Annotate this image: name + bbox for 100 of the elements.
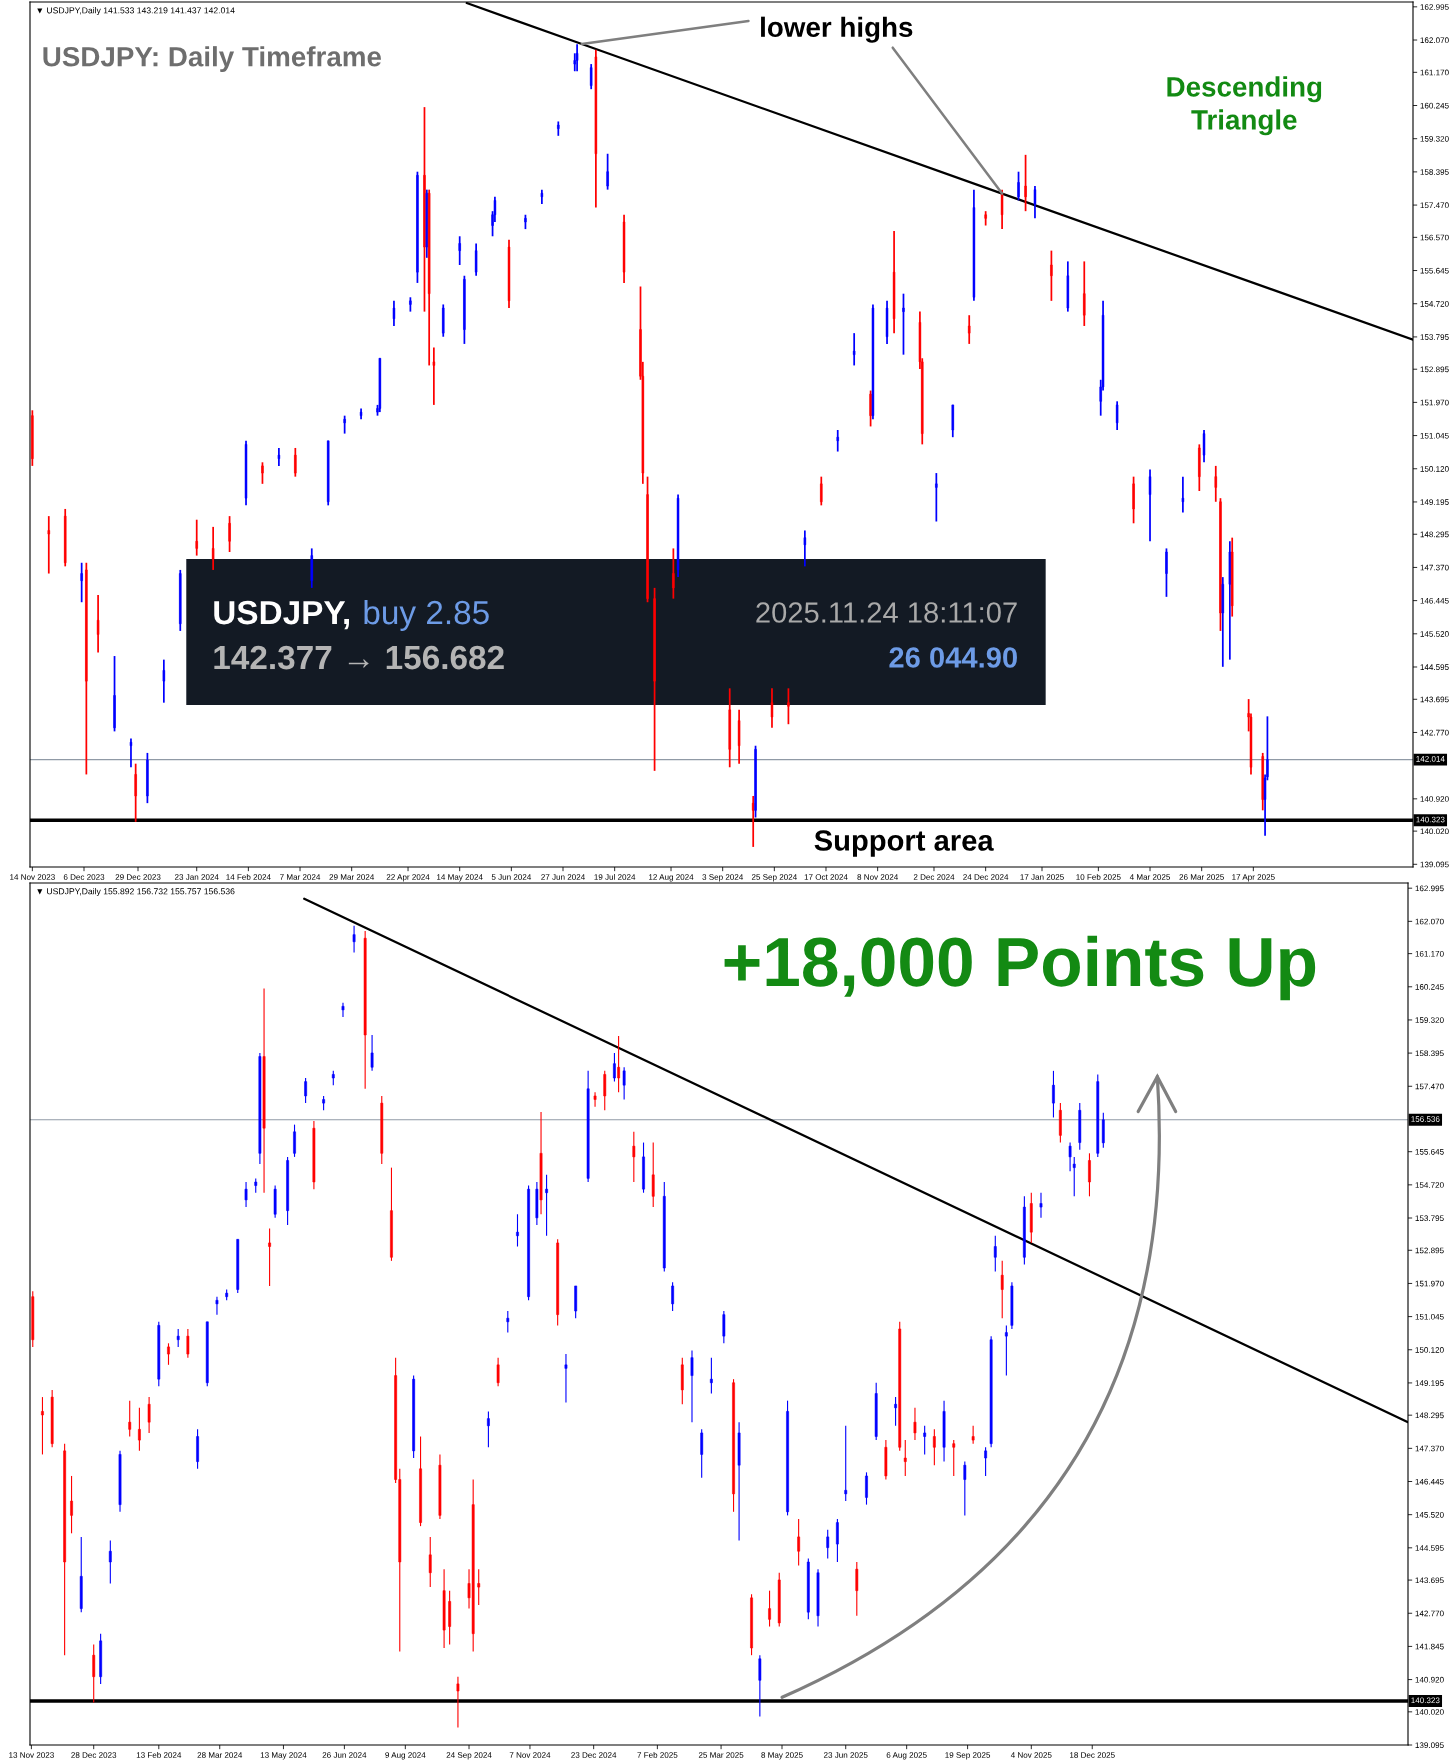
y-tick-label: 147.370: [1415, 1445, 1444, 1452]
candlestick: [162, 658, 166, 704]
x-tick-label: 24 Dec 2024: [963, 874, 1009, 880]
candlestick: [496, 1357, 500, 1387]
y-tick-label: 148.295: [1415, 1412, 1444, 1419]
candlestick: [902, 292, 905, 356]
candlestick: [1198, 443, 1201, 492]
x-tick-label: 9 Aug 2024: [385, 1752, 426, 1760]
candlestick: [984, 1446, 987, 1477]
y-tick-label: 143.695: [1415, 1577, 1444, 1584]
candlestick: [458, 235, 461, 266]
candlestick: [651, 1141, 655, 1208]
candlestick: [952, 1439, 956, 1477]
candlestick: [92, 1643, 96, 1704]
candlestick: [768, 1590, 771, 1628]
candlestick: [826, 1529, 830, 1559]
y-tick-label: 155.645: [1415, 1148, 1444, 1155]
candlestick: [195, 518, 198, 557]
candlestick: [1202, 429, 1206, 464]
candlestick: [903, 1439, 907, 1477]
candlestick: [758, 1654, 762, 1718]
y-tick-label: 162.070: [1415, 918, 1444, 925]
y-tick-label: 150.120: [1420, 466, 1449, 472]
y-tick-label: 140.020: [1420, 828, 1449, 835]
x-tick-label: 4 Mar 2025: [1129, 874, 1171, 880]
candlestick: [993, 1235, 997, 1273]
candlestick: [392, 299, 396, 327]
y-tick-label: 151.045: [1420, 432, 1449, 439]
y-tick-label: 149.195: [1420, 499, 1449, 505]
x-tick-label: 28 Dec 2023: [71, 1752, 117, 1758]
candlestick: [894, 1396, 897, 1427]
candlestick: [343, 414, 346, 435]
y-tick-label: 148.295: [1420, 531, 1449, 538]
y-tick-label: 159.320: [1420, 135, 1449, 142]
x-tick-label: 26 Mar 2025: [1179, 874, 1224, 880]
annotation: Support area: [814, 830, 994, 857]
y-tick-label: 154.720: [1420, 301, 1449, 307]
y-tick-label: 157.470: [1415, 1083, 1444, 1090]
y-tick-label: 153.795: [1415, 1215, 1444, 1222]
candlestick: [186, 1328, 190, 1359]
y-tick-label: 152.895: [1415, 1247, 1444, 1254]
candlestick: [557, 120, 560, 137]
x-tick-label: 10 Feb 2025: [1076, 873, 1121, 880]
candlestick: [228, 515, 231, 553]
candlestick: [564, 1353, 568, 1404]
candlestick: [516, 1213, 519, 1248]
candlestick: [167, 1342, 170, 1366]
candlestick: [41, 1396, 44, 1455]
x-tick-label: 25 Sep 2024: [751, 874, 797, 882]
candlestick: [1039, 1192, 1043, 1219]
x-tick-label: 5 Jun 2024: [491, 874, 532, 880]
candlestick: [1088, 1152, 1091, 1197]
candlestick: [1000, 188, 1004, 230]
candlestick: [31, 409, 34, 467]
x-tick-label: 17 Apr 2025: [1232, 874, 1275, 882]
candlestick: [293, 1124, 296, 1158]
y-tick-label: 153.795: [1420, 334, 1449, 340]
candlestick: [722, 1310, 726, 1344]
candlestick: [932, 1428, 936, 1466]
candlestick: [1261, 752, 1264, 812]
candlestick: [113, 655, 116, 733]
x-tick-label: 2 Dec 2024: [913, 874, 955, 880]
candlestick: [709, 1357, 713, 1395]
annotation: buy 2.85: [364, 599, 489, 631]
candlestick: [1050, 249, 1053, 302]
y-tick-label: 162.995: [1415, 885, 1444, 892]
x-tick-label: 13 Nov 2023: [9, 1752, 54, 1758]
y-tick-label: 139.095: [1420, 861, 1449, 868]
candlestick: [836, 1518, 839, 1563]
candlestick: [352, 925, 356, 954]
candlestick: [1219, 497, 1222, 632]
ref-line-label: 142.014: [1416, 756, 1445, 762]
y-tick-label: 158.395: [1415, 1050, 1444, 1057]
candlestick: [852, 332, 856, 367]
annotation: Descending Triangle: [1167, 76, 1322, 136]
x-tick-label: 22 Apr 2024: [386, 874, 430, 882]
candlestick: [134, 762, 137, 823]
candlestick: [474, 242, 478, 277]
y-tick-label: 144.595: [1420, 664, 1449, 670]
x-tick-label: 29 Dec 2023: [115, 874, 161, 880]
candlestick: [96, 594, 100, 654]
x-tick-label: 24 Sep 2024: [446, 1752, 492, 1760]
y-tick-label: 160.245: [1420, 102, 1449, 109]
ref-line-label: 140.323: [1416, 816, 1445, 823]
y-tick-label: 147.370: [1420, 564, 1449, 571]
y-tick-label: 146.445: [1415, 1478, 1444, 1485]
x-tick-label: 4 Nov 2025: [1010, 1752, 1052, 1758]
x-tick-label: 14 May 2024: [437, 874, 483, 882]
y-tick-label: 156.570: [1420, 234, 1449, 241]
x-tick-label: 19 Sep 2025: [945, 1752, 991, 1760]
x-tick-label: 8 May 2025: [761, 1752, 803, 1760]
candlestick: [146, 752, 149, 805]
candlestick: [855, 1561, 859, 1617]
x-tick-label: 6 Aug 2025: [886, 1752, 927, 1760]
annotation: USDJPY,: [214, 600, 349, 630]
candlestick: [935, 472, 938, 523]
x-tick-label: 7 Nov 2024: [509, 1752, 551, 1758]
candlestick: [797, 1518, 801, 1567]
candlestick: [1101, 1112, 1105, 1149]
x-tick-label: 6 Dec 2023: [63, 874, 105, 880]
